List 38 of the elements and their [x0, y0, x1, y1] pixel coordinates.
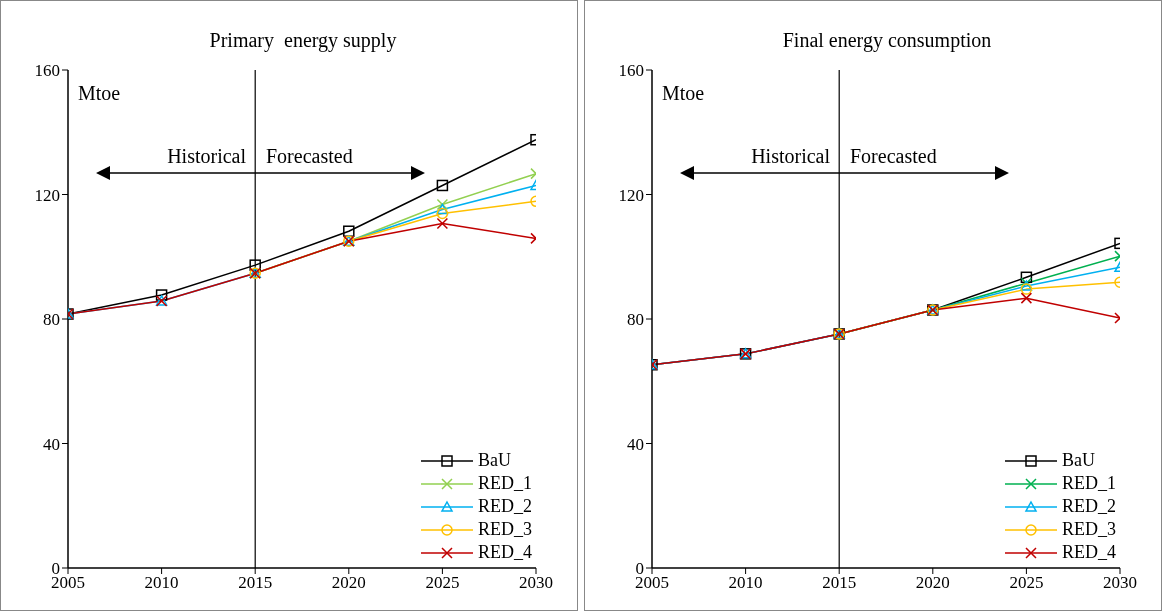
- x-tick-label: 2025: [425, 573, 460, 593]
- annotation: Forecasted: [850, 145, 937, 169]
- chart-title: Primary energy supply: [208, 29, 398, 52]
- annotation: Mtoe: [78, 82, 121, 105]
- x-tick-label: 2030: [1103, 573, 1137, 593]
- annotation: Forecasted: [266, 145, 353, 169]
- legend-label: RED_2: [478, 495, 532, 518]
- y-tick-label: 80: [43, 310, 60, 330]
- x-tick-label: 2005: [51, 573, 85, 593]
- y-tick-label: 80: [627, 310, 644, 330]
- legend-label: BaU: [1062, 449, 1095, 472]
- y-tick-label: 40: [43, 434, 60, 454]
- legend-label: RED_1: [1062, 472, 1116, 495]
- x-tick-label: 2025: [1009, 573, 1044, 593]
- x-tick-label: 2030: [519, 573, 553, 593]
- legend-label: RED_4: [1062, 541, 1116, 564]
- x-tick-label: 2015: [238, 573, 273, 593]
- legend-label: RED_1: [478, 472, 532, 495]
- legend-label: RED_2: [1062, 495, 1116, 518]
- x-tick-label: 2015: [822, 573, 857, 593]
- y-tick-label: 160: [34, 61, 60, 81]
- legend-label: RED_3: [478, 518, 532, 541]
- legend-label: RED_4: [478, 541, 532, 564]
- annotation: Mtoe: [662, 82, 705, 105]
- x-tick-label: 2020: [915, 573, 950, 593]
- x-tick-label: 2020: [331, 573, 366, 593]
- y-tick-label: 40: [627, 434, 644, 454]
- x-tick-label: 2010: [144, 573, 179, 593]
- annotation: Historical: [167, 145, 246, 169]
- chart-title: Final energy consumption: [781, 29, 993, 52]
- legend-label: RED_3: [1062, 518, 1116, 541]
- y-tick-label: 120: [618, 185, 644, 205]
- y-tick-label: 120: [34, 185, 60, 205]
- x-tick-label: 2005: [635, 573, 669, 593]
- legend-label: BaU: [478, 449, 511, 472]
- annotation: Historical: [751, 145, 830, 169]
- y-tick-label: 160: [618, 61, 644, 81]
- x-tick-label: 2010: [728, 573, 763, 593]
